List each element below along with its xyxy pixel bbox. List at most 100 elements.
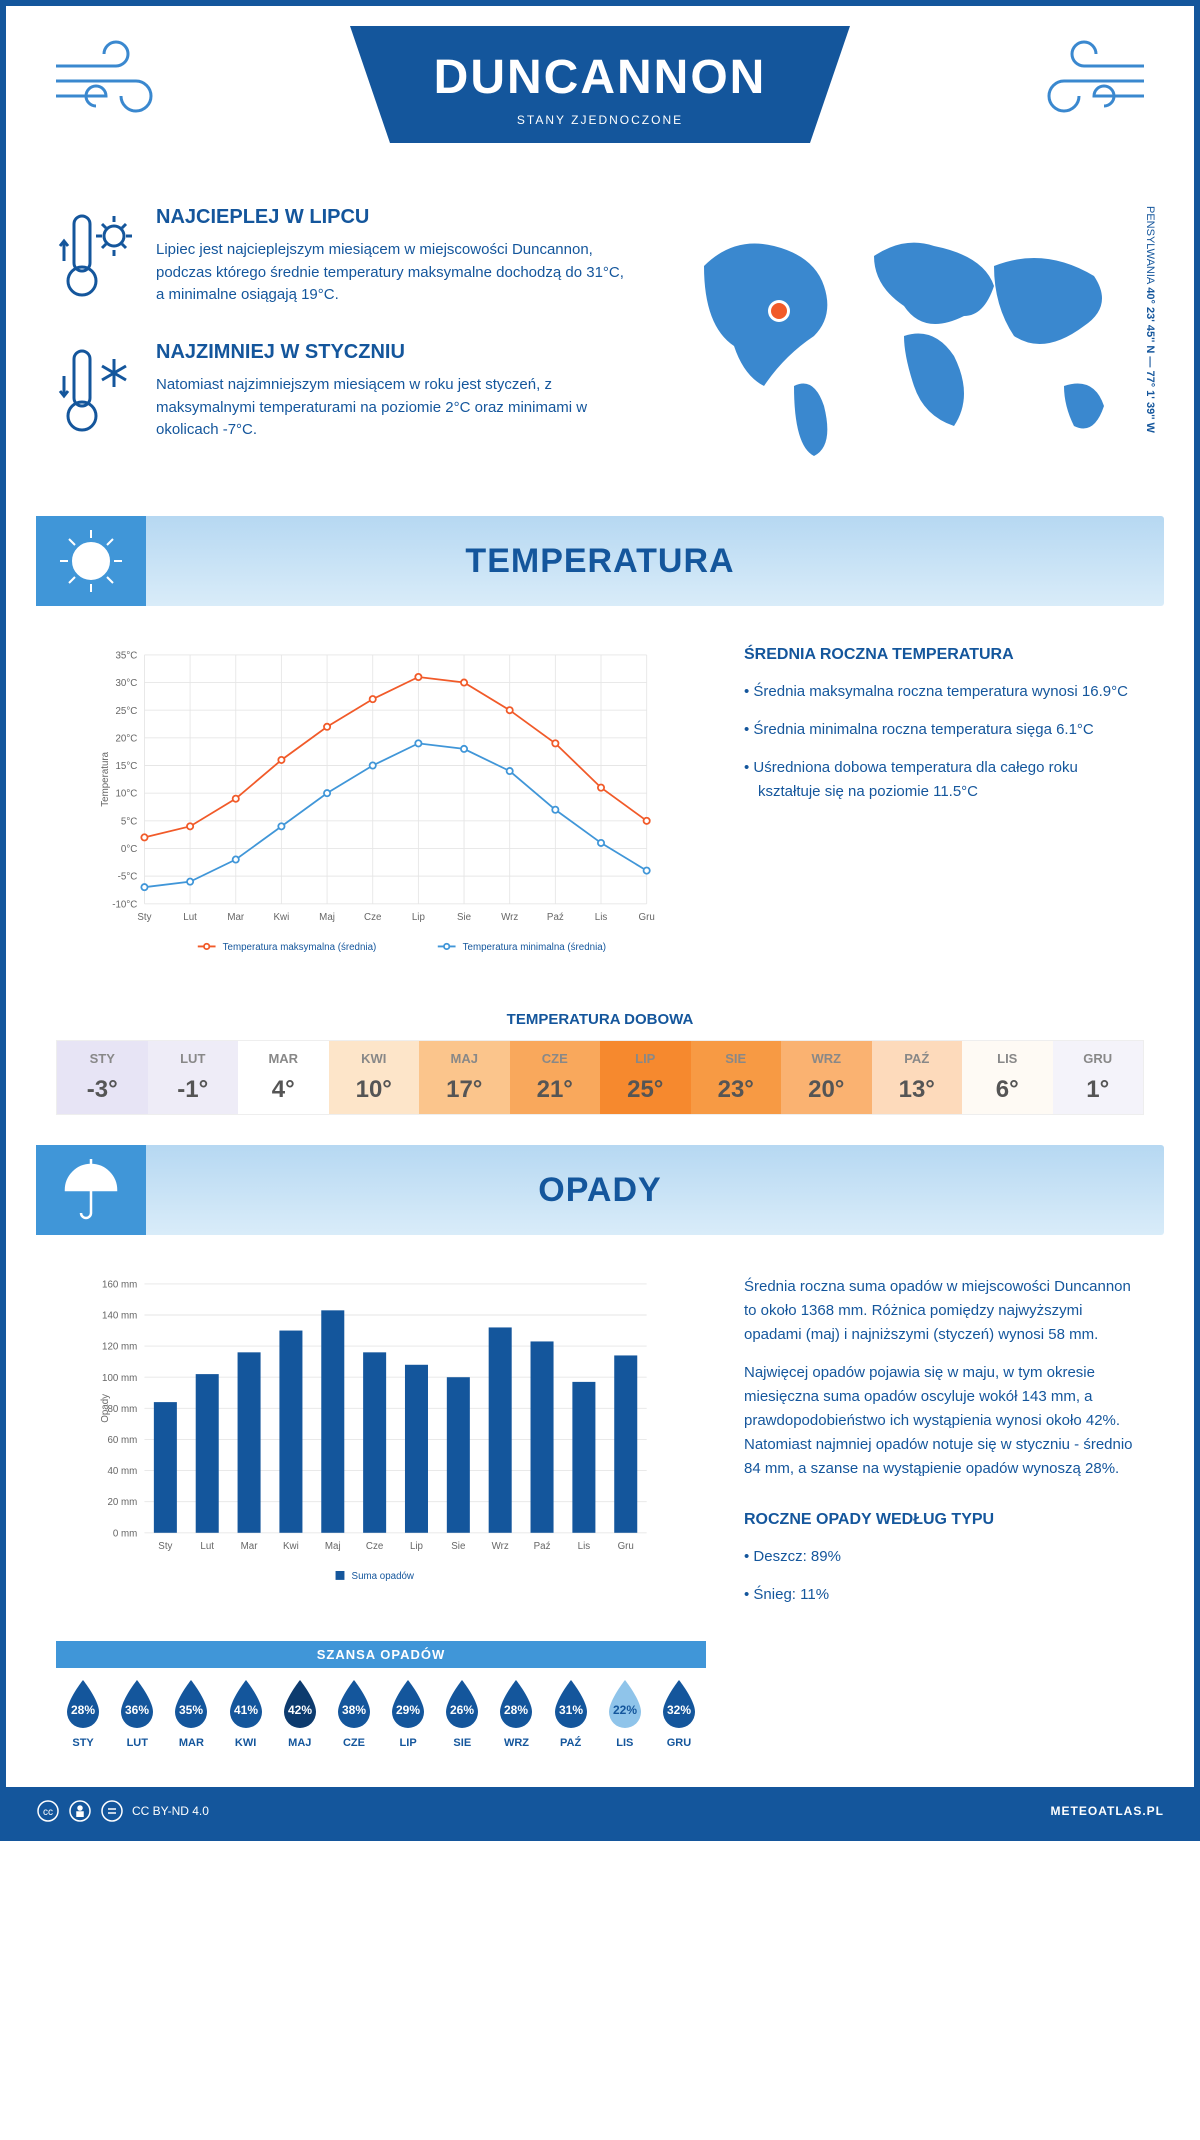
section-temperature-title: TEMPERATURA	[465, 542, 734, 581]
daily-cell: LIS6°	[962, 1041, 1053, 1114]
svg-text:80 mm: 80 mm	[107, 1404, 137, 1415]
svg-text:26%: 26%	[450, 1703, 474, 1717]
svg-text:25°C: 25°C	[116, 706, 138, 717]
svg-text:Sie: Sie	[451, 1541, 465, 1552]
svg-text:28%: 28%	[71, 1703, 95, 1717]
svg-text:31%: 31%	[559, 1703, 583, 1717]
svg-text:Lis: Lis	[578, 1541, 591, 1552]
svg-text:Lip: Lip	[410, 1541, 424, 1552]
daily-cell: CZE21°	[510, 1041, 601, 1114]
warmest-block: NAJCIEPLEJ W LIPCU Lipiec jest najcieple…	[56, 206, 624, 311]
svg-text:Lut: Lut	[200, 1541, 214, 1552]
daily-cell: SIE23°	[691, 1041, 782, 1114]
svg-text:Temperatura minimalna (średnia: Temperatura minimalna (średnia)	[463, 942, 606, 953]
warmest-title: NAJCIEPLEJ W LIPCU	[156, 206, 624, 229]
svg-text:40 mm: 40 mm	[107, 1466, 137, 1477]
svg-text:Wrz: Wrz	[492, 1541, 509, 1552]
svg-text:Mar: Mar	[241, 1541, 259, 1552]
temp-bullet: Średnia maksymalna roczna temperatura wy…	[744, 680, 1144, 704]
daily-cell: LUT-1°	[148, 1041, 239, 1114]
svg-text:0 mm: 0 mm	[113, 1528, 137, 1539]
site-name: METEOATLAS.PL	[1051, 1804, 1164, 1818]
svg-text:140 mm: 140 mm	[102, 1311, 137, 1322]
page-subtitle: STANY ZJEDNOCZONE	[430, 113, 770, 127]
svg-text:Kwi: Kwi	[283, 1541, 299, 1552]
rain-chance-drop: 32%GRU	[652, 1668, 706, 1757]
rain-text-2: Najwięcej opadów pojawia się w maju, w t…	[744, 1361, 1144, 1481]
svg-text:15°C: 15°C	[116, 761, 138, 772]
rain-type-item: Deszcz: 89%	[744, 1545, 1144, 1569]
footer: cc CC BY-ND 4.0 METEOATLAS.PL	[6, 1787, 1194, 1835]
rain-chance-drop: 31%PAŹ	[544, 1668, 598, 1757]
svg-text:Temperatura maksymalna (średni: Temperatura maksymalna (średnia)	[223, 942, 377, 953]
svg-text:100 mm: 100 mm	[102, 1373, 137, 1384]
svg-text:cc: cc	[43, 1807, 53, 1818]
section-temperature: TEMPERATURA	[36, 516, 1164, 606]
svg-text:36%: 36%	[125, 1703, 149, 1717]
section-precipitation: OPADY	[36, 1145, 1164, 1235]
svg-text:Gru: Gru	[618, 1541, 634, 1552]
svg-text:Sty: Sty	[137, 912, 151, 923]
rain-chance-drop: 41%KWI	[219, 1668, 273, 1757]
thermometer-sun-icon	[56, 206, 136, 311]
section-precipitation-title: OPADY	[538, 1171, 661, 1210]
svg-text:Lis: Lis	[595, 912, 608, 923]
svg-text:35°C: 35°C	[116, 650, 138, 661]
svg-text:Temperatura: Temperatura	[100, 751, 111, 806]
temperature-summary: ŚREDNIA ROCZNA TEMPERATURA Średnia maksy…	[744, 646, 1144, 971]
rain-chance-drop: 22%LIS	[598, 1668, 652, 1757]
svg-text:28%: 28%	[504, 1703, 528, 1717]
temp-bullet: Średnia minimalna roczna temperatura się…	[744, 718, 1144, 742]
svg-text:22%: 22%	[613, 1703, 637, 1717]
header: DUNCANNON STANY ZJEDNOCZONE	[6, 6, 1194, 186]
coldest-title: NAJZIMNIEJ W STYCZNIU	[156, 341, 624, 364]
svg-text:0°C: 0°C	[121, 844, 137, 855]
svg-text:Maj: Maj	[325, 1541, 341, 1552]
rain-chance-drop: 28%WRZ	[489, 1668, 543, 1757]
svg-text:5°C: 5°C	[121, 816, 137, 827]
svg-text:-5°C: -5°C	[118, 872, 138, 883]
temp-bullet: Uśredniona dobowa temperatura dla całego…	[744, 756, 1144, 804]
rain-chance-drops: 28%STY36%LUT35%MAR41%KWI42%MAJ38%CZE29%L…	[56, 1668, 706, 1757]
rain-chance-drop: 36%LUT	[110, 1668, 164, 1757]
svg-text:42%: 42%	[288, 1703, 312, 1717]
daily-temp-title: TEMPERATURA DOBOWA	[6, 1011, 1194, 1028]
daily-cell: STY-3°	[57, 1041, 148, 1114]
svg-text:Gru: Gru	[639, 912, 655, 923]
svg-text:Paź: Paź	[534, 1541, 551, 1552]
svg-text:160 mm: 160 mm	[102, 1279, 137, 1290]
sun-icon	[36, 516, 146, 606]
rain-text-1: Średnia roczna suma opadów w miejscowośc…	[744, 1275, 1144, 1347]
svg-text:Kwi: Kwi	[274, 912, 290, 923]
umbrella-icon	[36, 1145, 146, 1235]
svg-text:20 mm: 20 mm	[107, 1497, 137, 1508]
rain-chance-drop: 42%MAJ	[273, 1668, 327, 1757]
page-title: DUNCANNON	[430, 50, 770, 105]
daily-cell: GRU1°	[1053, 1041, 1144, 1114]
daily-cell: LIP25°	[600, 1041, 691, 1114]
rain-chance-drop: 29%LIP	[381, 1668, 435, 1757]
svg-text:Sty: Sty	[158, 1541, 172, 1552]
daily-temp-table: STY-3°LUT-1°MAR4°KWI10°MAJ17°CZE21°LIP25…	[56, 1040, 1144, 1115]
svg-text:60 mm: 60 mm	[107, 1435, 137, 1446]
coordinates: PENSYLWANIA 40° 23' 45'' N — 77° 1' 39''…	[1144, 206, 1156, 433]
svg-text:Maj: Maj	[319, 912, 335, 923]
svg-text:-10°C: -10°C	[112, 899, 137, 910]
wind-icon-left	[46, 26, 186, 131]
rain-chance-drop: 26%SIE	[435, 1668, 489, 1757]
svg-text:32%: 32%	[667, 1703, 691, 1717]
by-icon	[68, 1799, 92, 1823]
temperature-line-chart: -10°C-5°C0°C5°C10°C15°C20°C25°C30°C35°CS…	[56, 646, 704, 971]
rain-chance-title: SZANSA OPADÓW	[56, 1641, 706, 1668]
nd-icon	[100, 1799, 124, 1823]
precipitation-bar-chart: 0 mm20 mm40 mm60 mm80 mm100 mm120 mm140 …	[56, 1275, 704, 1621]
svg-text:38%: 38%	[342, 1703, 366, 1717]
rain-type-item: Śnieg: 11%	[744, 1583, 1144, 1607]
cc-icon: cc	[36, 1799, 60, 1823]
svg-text:Lip: Lip	[412, 912, 426, 923]
svg-text:Cze: Cze	[366, 1541, 383, 1552]
svg-text:Paź: Paź	[547, 912, 564, 923]
warmest-text: Lipiec jest najcieplejszym miesiącem w m…	[156, 239, 624, 307]
svg-text:20°C: 20°C	[116, 733, 138, 744]
svg-text:Wrz: Wrz	[501, 912, 518, 923]
